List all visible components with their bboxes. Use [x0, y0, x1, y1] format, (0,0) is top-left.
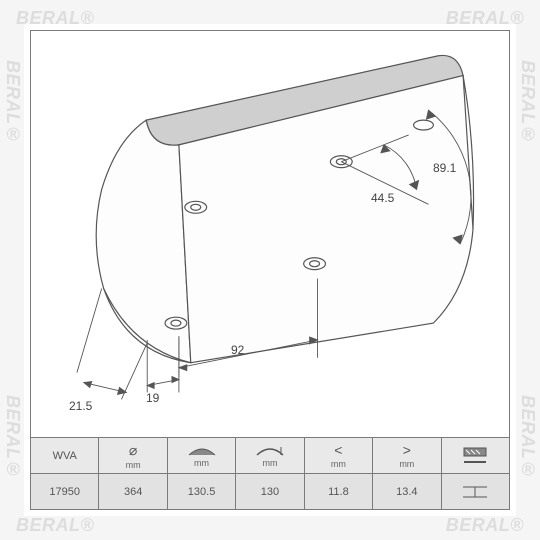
val-thick-min: 11.8: [305, 474, 373, 509]
watermark-right: BERAL®: [517, 60, 538, 145]
watermark-left: BERAL®: [2, 395, 23, 480]
watermark-right: BERAL®: [517, 395, 538, 480]
col-material: [442, 438, 509, 473]
val-diameter: 364: [99, 474, 167, 509]
unit-label: mm: [194, 458, 209, 468]
dim-edge-offset: 21.5: [69, 399, 92, 413]
unit-label: mm: [262, 458, 277, 468]
gt-icon: >: [403, 442, 411, 458]
section-icon: [461, 483, 489, 501]
val-wva: 17950: [31, 474, 99, 509]
diagram-frame: 92 19 21.5 44.5 89.1 WVA ⌀ mm mm: [30, 30, 510, 510]
col-width-outer: mm: [168, 438, 236, 473]
hdr-wva: WVA: [53, 450, 77, 462]
col-wva: WVA: [31, 438, 99, 473]
unit-label: mm: [399, 459, 414, 469]
dim-length: 92: [231, 343, 244, 357]
table-header-row: WVA ⌀ mm mm mm < mm: [31, 437, 509, 473]
col-width-inner: mm: [236, 438, 304, 473]
dim-hole-offset: 19: [146, 391, 159, 405]
dim-angle-outer: 89.1: [433, 161, 456, 175]
val-thick-max: 13.4: [373, 474, 441, 509]
part-svg: [31, 31, 509, 437]
col-thick-min: < mm: [305, 438, 373, 473]
material-icon: [462, 446, 488, 466]
col-thick-max: > mm: [373, 438, 441, 473]
table-value-row: 17950 364 130.5 130 11.8 13.4: [31, 473, 509, 509]
arc-inner-icon: [255, 443, 285, 457]
spec-table: WVA ⌀ mm mm mm < mm: [31, 437, 509, 509]
unit-label: mm: [126, 460, 141, 470]
val-width-inner: 130: [236, 474, 304, 509]
dim-angle-inner: 44.5: [371, 191, 394, 205]
val-material: [442, 474, 509, 509]
watermark-bottom: BERAL®: [16, 515, 94, 536]
unit-label: mm: [331, 459, 346, 469]
diameter-icon: ⌀: [129, 442, 137, 459]
diagram-container: 92 19 21.5 44.5 89.1 WVA ⌀ mm mm: [24, 24, 516, 516]
val-width-outer: 130.5: [168, 474, 236, 509]
col-diameter: ⌀ mm: [99, 438, 167, 473]
lt-icon: <: [334, 442, 342, 458]
watermark-bottom: BERAL®: [446, 515, 524, 536]
arc-outer-icon: [187, 443, 217, 457]
watermark-left: BERAL®: [2, 60, 23, 145]
technical-drawing: 92 19 21.5 44.5 89.1: [31, 31, 509, 437]
